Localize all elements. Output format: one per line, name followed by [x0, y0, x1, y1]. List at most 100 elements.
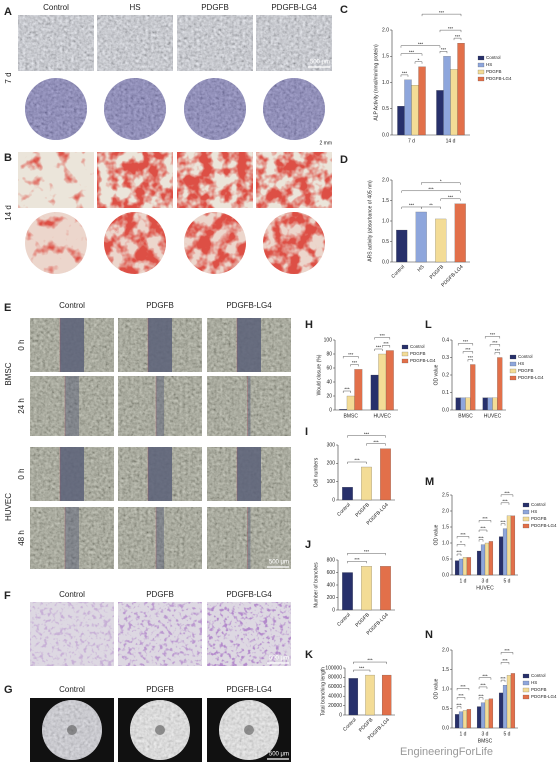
significance-label: *** — [354, 458, 360, 463]
y-tick-label: 80 — [326, 351, 332, 357]
bar — [480, 544, 486, 576]
x-tick-label: BMSC — [458, 413, 473, 419]
significance-label: *** — [367, 658, 373, 663]
significance-label: *** — [352, 360, 358, 365]
significance-label: *** — [376, 345, 382, 350]
group-label: HUVEC — [4, 493, 13, 521]
y-axis-label: Would closure (%) — [316, 354, 322, 395]
significance-bracket — [478, 520, 492, 523]
significance-label: *** — [495, 348, 501, 353]
legend-label: HS — [486, 62, 492, 67]
legend-label: Control — [531, 673, 546, 678]
bar — [484, 699, 490, 729]
significance-label: *** — [480, 683, 486, 688]
significance-bracket — [500, 679, 506, 683]
significance-bracket — [478, 539, 484, 542]
y-axis-label: OD value — [433, 678, 439, 699]
y-tick-label: 1.5 — [442, 524, 449, 530]
y-tick-label: 0.0 — [442, 572, 449, 578]
legend-label: PDGFB — [518, 368, 534, 373]
x-tick-label: 1 d — [460, 731, 467, 737]
micrograph-texture — [25, 212, 87, 274]
panel-letter: H — [305, 319, 313, 331]
panel-letter: A — [4, 6, 12, 18]
scratch — [156, 376, 164, 436]
bar — [354, 369, 363, 411]
x-tick-label: 1 d — [460, 578, 467, 584]
bar — [380, 566, 391, 611]
significance-bracket — [350, 364, 359, 367]
legend-swatch — [522, 687, 530, 693]
legend-swatch — [522, 680, 530, 686]
y-tick-label: 0.5 — [382, 106, 389, 112]
significance-label: *** — [348, 352, 354, 357]
x-tick-label: Control — [390, 264, 406, 280]
significance-bracket — [342, 356, 359, 359]
x-tick-label: Control — [336, 612, 352, 628]
panel-letter: B — [4, 152, 12, 164]
y-tick-label: 60000 — [328, 684, 342, 690]
significance-bracket — [400, 74, 409, 77]
significance-label: *** — [380, 333, 386, 338]
significance-bracket — [353, 669, 371, 673]
column-header: PDGFB-LG4 — [271, 3, 317, 12]
x-axis-label: BMSC — [478, 738, 493, 744]
bar — [454, 203, 466, 263]
significance-label: *** — [418, 41, 424, 46]
y-axis-label: OD value — [433, 364, 439, 385]
significance-label: *** — [500, 676, 506, 681]
y-tick-label: 0.3 — [442, 355, 449, 361]
legend-swatch — [522, 523, 530, 529]
legend-label: HS — [531, 509, 537, 514]
bar — [510, 673, 516, 729]
bar — [476, 550, 482, 576]
y-tick-label: 1.5 — [382, 198, 389, 204]
bar — [370, 374, 379, 411]
row-label: 48 h — [17, 530, 26, 546]
legend-label: PDGFB — [531, 516, 547, 521]
bar — [415, 211, 427, 263]
significance-label: *** — [460, 684, 466, 689]
significance-bracket — [456, 544, 466, 547]
micrograph-texture — [256, 152, 332, 208]
y-tick-label: 0.1 — [442, 390, 449, 396]
panel-letter: L — [425, 319, 432, 331]
bar — [502, 528, 508, 576]
significance-bracket — [494, 352, 500, 355]
legend-label: PDGFB — [486, 69, 502, 74]
y-tick-label: 0.0 — [382, 259, 389, 265]
legend-swatch — [522, 694, 530, 700]
legend-label: PDGFB-LG4 — [410, 358, 436, 363]
y-tick-label: 800 — [327, 557, 336, 563]
bar — [506, 515, 512, 576]
y-tick-label: 1.0 — [382, 218, 389, 224]
legend-label: PDGFB — [410, 351, 426, 356]
legend-label: PDGFB-LG4 — [531, 523, 557, 528]
legend-swatch — [522, 673, 530, 679]
scratch — [60, 318, 84, 372]
bar — [458, 711, 464, 729]
significance-label: *** — [502, 658, 508, 663]
significance-bracket — [401, 190, 461, 193]
legend-swatch — [477, 76, 485, 82]
legend-swatch — [477, 55, 485, 61]
bar — [385, 350, 394, 411]
group-label: BMSC — [4, 362, 13, 385]
scratch — [247, 507, 251, 569]
significance-label: *** — [354, 557, 360, 562]
legend-label: PDGFB-LG4 — [486, 76, 512, 81]
bar — [361, 466, 372, 501]
significance-label: *** — [500, 519, 506, 524]
significance-bracket — [353, 661, 387, 665]
x-tick-label: PDGFB — [354, 612, 371, 629]
micrograph-texture — [97, 152, 173, 208]
y-tick-label: 40000 — [328, 694, 342, 700]
y-axis-label: ALP Activity (nmol/min/mg protein) — [373, 44, 379, 121]
legend-swatch — [401, 344, 409, 350]
bar — [466, 557, 472, 576]
significance-bracket — [342, 390, 351, 393]
y-tick-label: 0.2 — [442, 372, 449, 378]
panel-letter: G — [4, 684, 13, 696]
